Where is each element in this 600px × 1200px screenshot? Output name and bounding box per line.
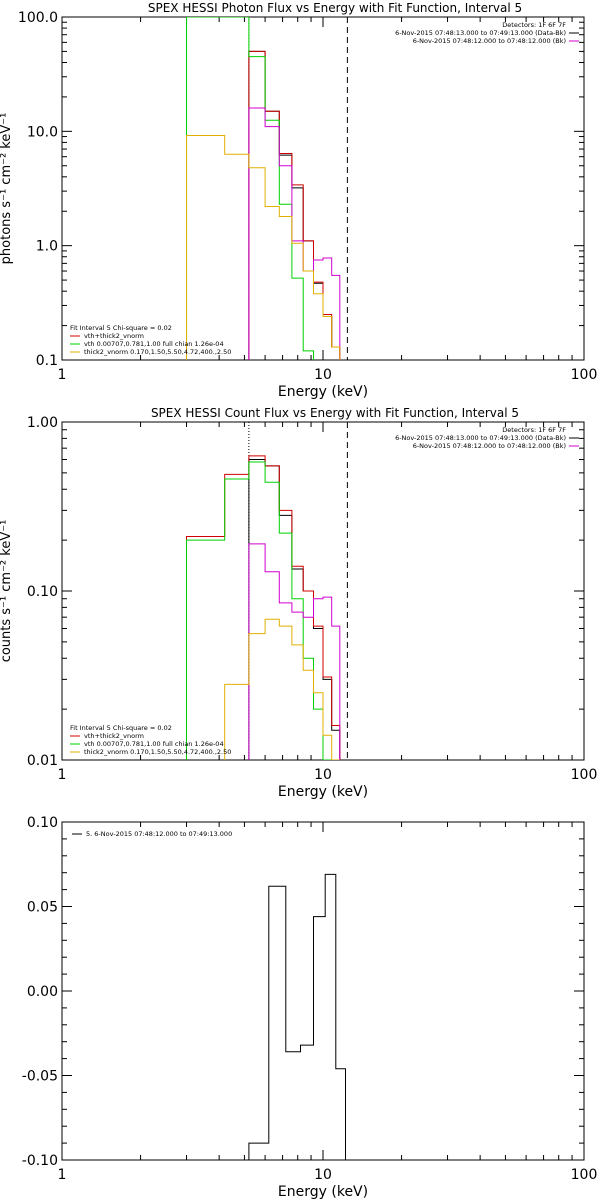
x-axis-label: Energy (keV) [278,1184,368,1200]
y-tick-label: 0.10 [27,815,58,831]
y-tick-label: 0.00 [27,984,58,1000]
legend-topright-text: 6-Nov-2015 07:48:12.000 to 07:48:12.000 … [413,37,566,45]
legend-topright-text: 6-Nov-2015 07:48:13.000 to 07:49:13.000 … [395,29,566,37]
y-tick-label: 0.1 [36,353,58,369]
legend-topright-text: Detectors: 1F 6F 7F [502,21,566,29]
y-tick-label: 1.0 [36,239,58,255]
legend-bottomleft-text: vth 0.00707,0.781,1.00 full chian 1.26e-… [84,740,224,748]
x-tick-label: 100 [571,767,598,783]
chart-title: SPEX HESSI Count Flux vs Energy with Fit… [151,406,519,420]
series-line-5 [186,135,341,360]
y-tick-label: -0.05 [22,1069,58,1085]
y-tick-label: 100.0 [18,10,58,26]
y-tick-label: 1.00 [27,415,58,431]
chart-panel-3: 1 10 100 -0.10 -0.05 0.00 0.05 0.10 Energy (keV)… [22,815,598,1200]
chart-panel-1: 1 10 100 0.1 1.0 10.0 100.0 SPEX HESSI Photon F… [0,1,597,400]
chart-panel-2: 1 10 100 0.01 0.10 1.00 SPEX HESSI Count Flux … [0,406,597,800]
legend-topright-text: Detectors: 1F 6F 7F [502,426,566,434]
y-tick-label: 10.0 [27,124,58,140]
chart-title: SPEX HESSI Photon Flux vs Energy with Fi… [148,1,522,15]
series-line-5 [224,618,340,760]
legend-bottomleft-text: thick2_vnorm 0.170,1.50,5.50,4.72,400.,2… [84,348,231,356]
legend-bottomleft-text: Fit Interval 5 Chi-square = 0.02 [70,324,172,332]
series-line-4 [248,543,341,760]
x-tick-label: 1 [58,767,67,783]
y-tick-label: -0.10 [22,1153,58,1169]
plot-area [248,873,346,1160]
legend-topright-text: 6-Nov-2015 07:48:13.000 to 07:49:13.000 … [395,434,566,442]
y-tick-label: 0.01 [27,753,58,769]
legend-bottomleft-text: Fit Interval 5 Chi-square = 0.02 [70,724,172,732]
x-tick-label: 10 [314,767,332,783]
legend-topleft-text: 5. 6-Nov-2015 07:48:12.000 to 07:49:13.0… [86,830,232,838]
x-tick-label: 10 [314,1167,332,1183]
x-tick-label: 1 [58,367,67,383]
x-tick-label: 10 [314,367,332,383]
x-tick-label: 100 [571,367,598,383]
legend-bottomleft-text: vth+thick2_vnorm [84,732,144,740]
series-line-3 [186,461,332,760]
plot-area [186,17,348,360]
y-tick-label: 0.05 [27,900,58,916]
legend-topright-text: 6-Nov-2015 07:48:12.000 to 07:48:12.000 … [413,442,566,450]
x-tick-label: 1 [58,1167,67,1183]
x-axis-label: Energy (keV) [278,384,368,400]
y-axis-label: counts s⁻¹ cm⁻² keV⁻¹ [0,520,14,663]
legend-bottomleft-text: vth 0.00707,0.781,1.00 full chian 1.26e-… [84,340,224,348]
series-line-1 [248,873,346,1160]
y-tick-label: 0.10 [27,584,58,600]
legend-bottomleft-text: thick2_vnorm 0.170,1.50,5.50,4.72,400.,2… [84,748,231,756]
legend-bottomleft-text: vth+thick2_vnorm [84,332,144,340]
x-tick-label: 100 [571,1167,598,1183]
y-axis-label: photons s⁻¹ cm⁻² keV⁻¹ [0,113,14,265]
x-axis-label: Energy (keV) [278,784,368,800]
plot-area [186,422,348,760]
